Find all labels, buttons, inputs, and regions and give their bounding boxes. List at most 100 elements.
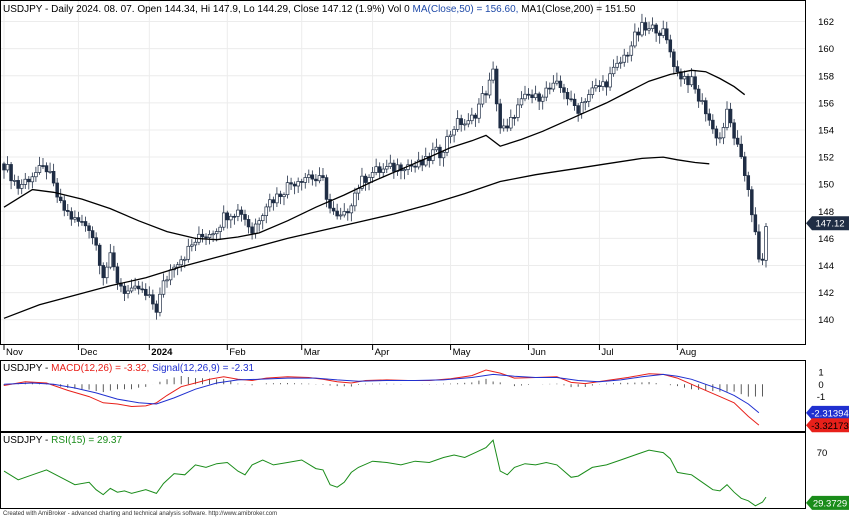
candle-body [179, 259, 183, 266]
candle-body [445, 136, 449, 153]
candle-body [264, 206, 269, 217]
candle-body [385, 166, 389, 170]
candle-body [346, 211, 350, 214]
candle-body [569, 98, 573, 101]
ma200-line [3, 156, 710, 319]
candle-body [565, 91, 570, 100]
candle-body [16, 180, 20, 189]
candle-body [69, 211, 74, 220]
candle-body [742, 156, 747, 176]
price-tick-label: 150 [818, 180, 834, 191]
candle-body [370, 172, 375, 178]
candle-body [611, 66, 616, 75]
candle-body [413, 165, 417, 168]
candle-body [136, 285, 141, 290]
candle-body [459, 118, 463, 125]
candle-body [764, 226, 768, 261]
candle-body [555, 80, 559, 84]
month-label: Apr [375, 347, 390, 358]
candle-body [470, 114, 474, 122]
candle-body [175, 264, 180, 268]
candle-body [739, 143, 743, 158]
candle-body [144, 288, 148, 296]
candle-body [540, 96, 545, 102]
candle-body [151, 294, 155, 305]
macd-panel-frame [0, 360, 806, 432]
candle-body [590, 87, 595, 95]
candle-body [41, 165, 45, 167]
last-price-tag: 147.12 [806, 216, 849, 231]
candle-body [225, 212, 230, 221]
candle-body [48, 170, 52, 173]
candle-body [718, 137, 722, 140]
signal-value-tag: -2.31394 [806, 405, 849, 420]
candle-body [87, 225, 91, 231]
candle-body [122, 285, 127, 294]
candle-body [214, 231, 219, 235]
candle-body [441, 151, 446, 159]
last-price-tag-text: 147.12 [815, 219, 844, 230]
candle-body [487, 79, 492, 96]
candle-body [537, 93, 541, 102]
candle-body [462, 123, 467, 126]
candle-body [218, 226, 222, 232]
candle-body [604, 81, 609, 88]
candle-body [512, 117, 517, 119]
candle-body [105, 266, 109, 279]
candle-body [523, 93, 527, 100]
candle-body [693, 76, 697, 90]
candle-body [636, 31, 641, 36]
macd-tick-label: 0 [818, 380, 823, 391]
candle-body [73, 217, 77, 220]
candle-body [608, 73, 612, 88]
candle-body [307, 174, 311, 178]
candle-body [161, 280, 166, 295]
candle-body [353, 192, 357, 207]
candle-body [317, 175, 322, 182]
candle-body [455, 118, 460, 130]
candle-body [548, 87, 552, 90]
candle-body [579, 102, 584, 114]
candle-body [90, 230, 95, 239]
candle-body [643, 22, 648, 31]
candle-body [668, 39, 673, 53]
candle-body [94, 237, 98, 246]
signal-value-tag-text: -2.31394 [811, 408, 849, 419]
candle-body [725, 108, 729, 128]
candle-body [246, 219, 251, 228]
rsi-value-tag-bg [806, 495, 849, 510]
candle-body [239, 209, 244, 215]
candle-body [381, 168, 385, 173]
candle-body [168, 269, 173, 281]
footer-credit: Created with AmiBroker - advanced charti… [3, 511, 277, 517]
candle-body [186, 245, 191, 260]
candle-body [278, 193, 283, 197]
candle-body [633, 31, 637, 47]
candle-body [55, 182, 59, 198]
candle-body [183, 258, 187, 261]
candle-body [601, 81, 605, 87]
candle-body [675, 66, 680, 73]
candle-body [200, 233, 205, 238]
candle-body [37, 165, 42, 173]
candle-body [657, 32, 662, 36]
candle-body [689, 76, 694, 86]
candle-body [62, 200, 67, 211]
candle-body [728, 108, 733, 124]
rsi-tick-label: 70 [817, 448, 828, 459]
candle-body [229, 215, 233, 221]
month-label: Jun [531, 347, 546, 358]
candle-body [154, 303, 159, 313]
candle-body [416, 159, 421, 168]
candle-body [700, 100, 704, 102]
macd-value-tag-bg [806, 418, 849, 433]
candle-body [303, 177, 308, 183]
candle-body [363, 175, 368, 183]
month-label: Mar [304, 347, 320, 358]
y-axis-labels: 140 142 144 146 148 150 152 154 156 158 160 162 1 0-1… [817, 17, 834, 459]
price-tick-label: 158 [818, 71, 834, 82]
candle-body [296, 181, 300, 187]
candle-body [147, 294, 152, 297]
rsi-line [3, 439, 767, 507]
